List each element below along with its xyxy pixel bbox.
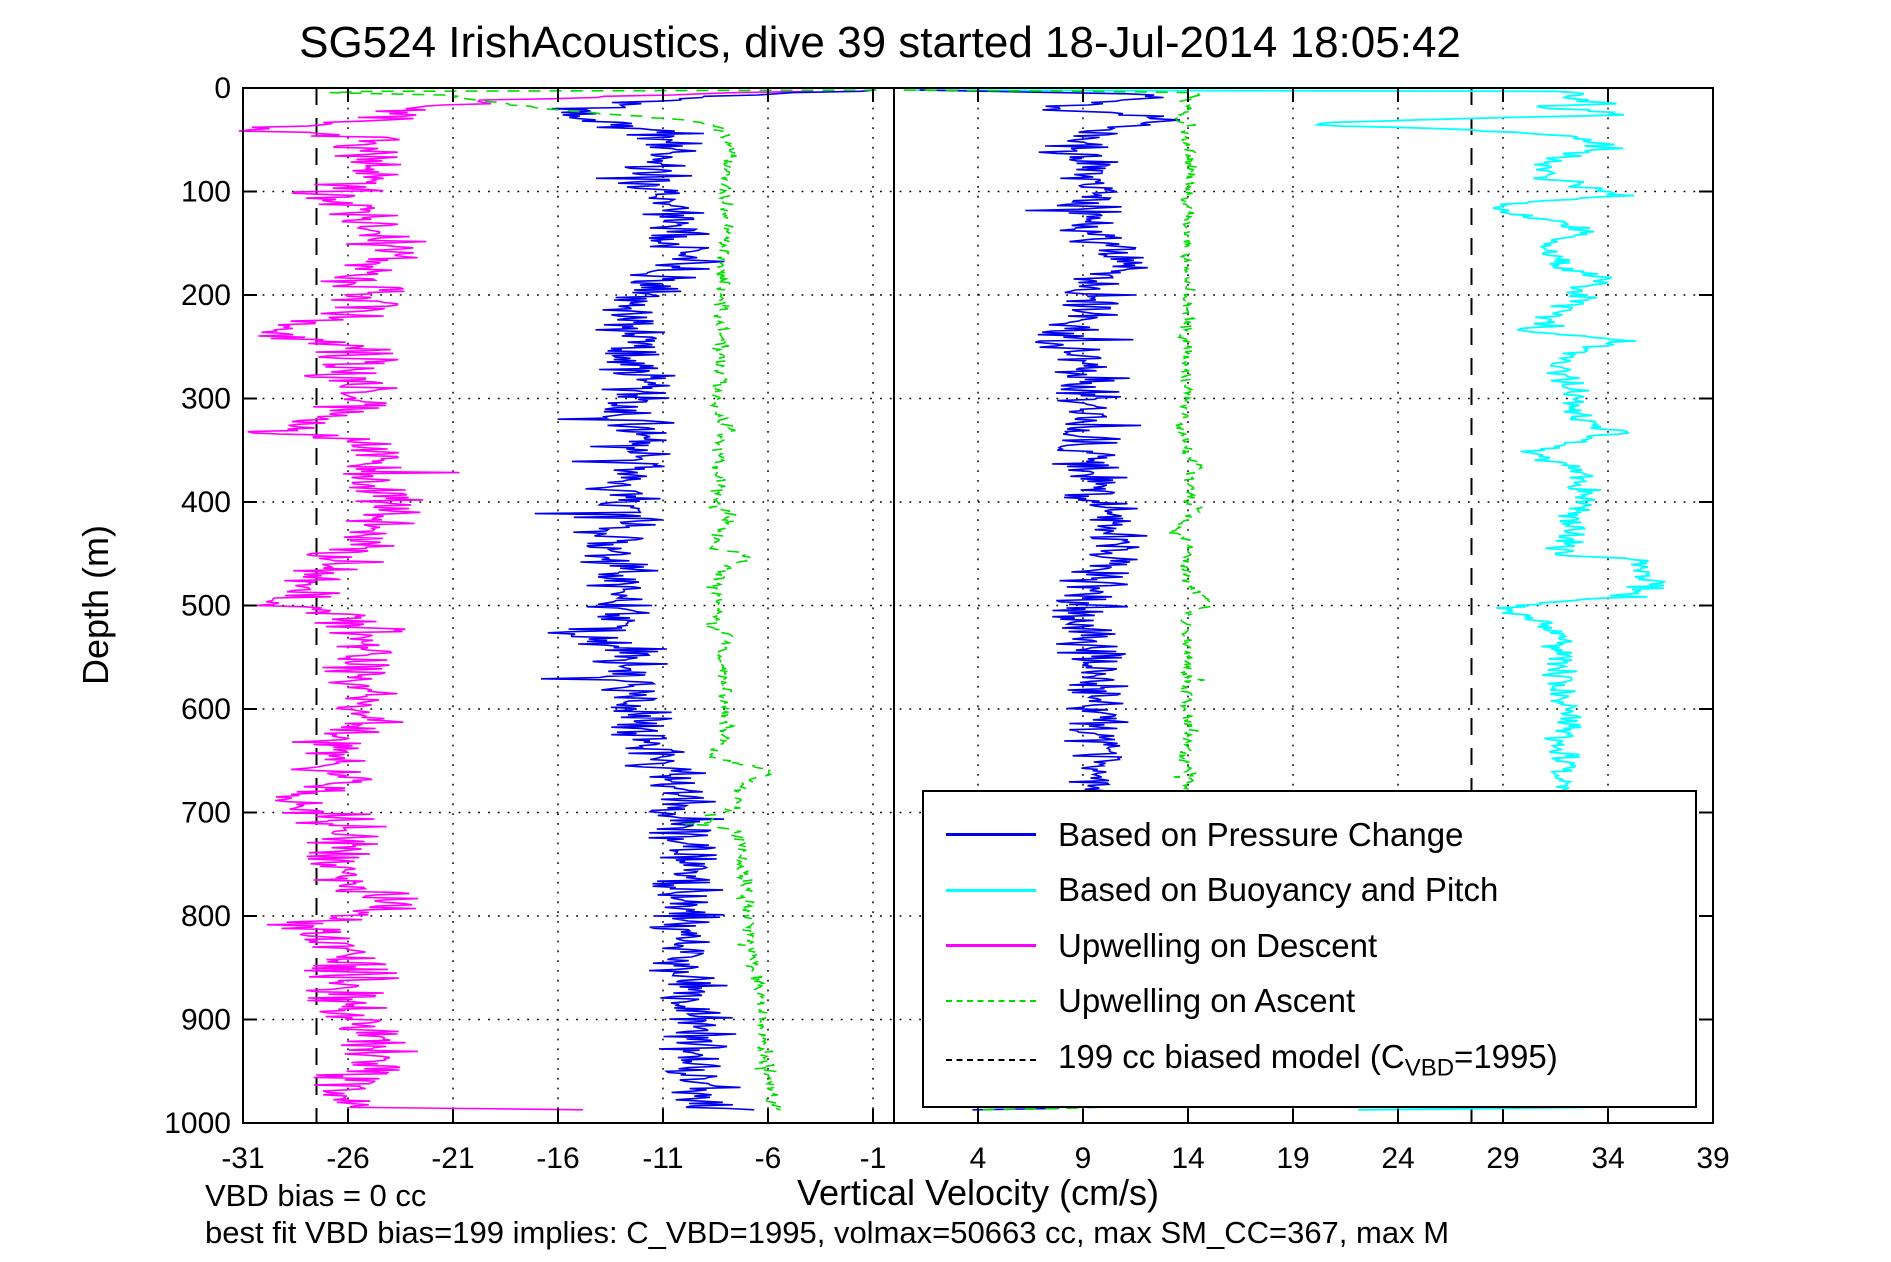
legend-entry-label: 199 cc biased model (CVBD=1995) [1058,1037,1558,1082]
x-tick-label: 39 [1696,1142,1729,1175]
x-tick-label: 29 [1486,1142,1519,1175]
legend-entry-label: Based on Pressure Change [1058,815,1464,853]
y-tick-label: 800 [181,900,231,933]
legend-entry: Based on Buoyancy and Pitch [924,871,1695,909]
y-tick-label: 300 [181,383,231,416]
y-tick-label: 500 [181,590,231,623]
legend-line-sample [946,833,1036,837]
legend-line-sample [946,888,1036,892]
y-tick-label: 200 [181,279,231,312]
x-tick-label: 19 [1276,1142,1309,1175]
x-tick-label: -1 [860,1142,887,1175]
x-axis-label: Vertical Velocity (cm/s) [796,1172,1160,1213]
x-tick-label: 14 [1171,1142,1204,1175]
y-tick-label: 400 [181,486,231,519]
legend-line-sample [946,1059,1036,1062]
y-tick-label: 700 [181,797,231,830]
x-tick-label: -31 [221,1142,264,1175]
x-tick-label: 34 [1591,1142,1624,1175]
chart-title: SG524 IrishAcoustics, dive 39 started 18… [299,18,1461,67]
x-tick-label: 9 [1075,1142,1092,1175]
legend-entry-label: Upwelling on Descent [1058,926,1378,964]
best-fit-note: best fit VBD bias=199 implies: C_VBD=199… [205,1215,1450,1250]
y-tick-label: 0 [214,72,231,105]
x-tick-label: -21 [431,1142,474,1175]
x-tick-label: 4 [970,1142,987,1175]
vbd-bias-note: VBD bias = 0 cc [205,1178,427,1213]
legend-entry-label: Upwelling on Ascent [1058,982,1356,1020]
x-tick-label: 24 [1381,1142,1414,1175]
legend-line-sample [946,944,1036,948]
x-tick-label: -26 [326,1142,369,1175]
y-tick-label: 100 [181,176,231,209]
legend-entry: Upwelling on Descent [924,927,1695,965]
legend-entry: 199 cc biased model (CVBD=1995) [924,1038,1695,1083]
x-tick-label: -6 [755,1142,782,1175]
x-tick-label: -16 [536,1142,579,1175]
legend-entry-label: Based on Buoyancy and Pitch [1058,871,1499,909]
legend-entry: Upwelling on Ascent [924,982,1695,1020]
legend: Based on Pressure Change Based on Buoyanc… [922,790,1697,1108]
y-tick-label: 900 [181,1004,231,1037]
legend-entry: Based on Pressure Change [924,816,1695,854]
y-tick-label: 1000 [164,1107,231,1140]
legend-line-sample [946,1000,1036,1003]
y-tick-label: 600 [181,693,231,726]
x-tick-label: -11 [642,1142,683,1175]
